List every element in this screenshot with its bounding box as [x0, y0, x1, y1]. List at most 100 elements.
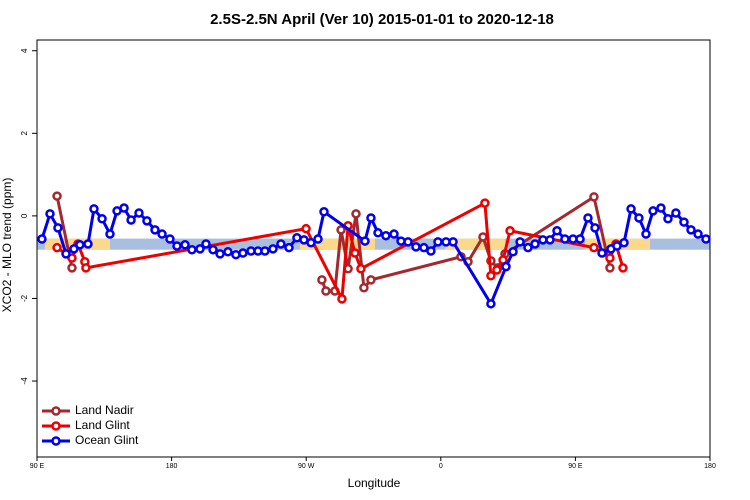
data-point	[61, 249, 71, 259]
x-tick-label: 0	[439, 463, 443, 470]
data-point	[83, 239, 93, 249]
data-point	[560, 234, 570, 244]
data-point	[448, 237, 458, 247]
data-point	[486, 270, 496, 281]
data-point	[195, 244, 205, 254]
data-point	[686, 225, 696, 235]
data-point	[381, 230, 391, 241]
data-point	[52, 191, 62, 201]
data-point	[119, 203, 129, 213]
data-point	[336, 225, 346, 235]
data-point	[75, 240, 85, 250]
data-point	[317, 275, 327, 285]
data-point	[319, 207, 329, 217]
data-point	[306, 237, 316, 248]
data-point	[486, 299, 496, 309]
data-point	[105, 229, 115, 239]
data-point	[67, 263, 77, 273]
x-tick-label: 180	[704, 463, 716, 470]
data-point	[276, 239, 286, 249]
data-point	[508, 247, 518, 257]
y-tick-label: -2	[20, 294, 29, 302]
data-point	[157, 229, 167, 239]
y-tick-label: -4	[20, 377, 29, 385]
legend-label: Land Nadir	[75, 403, 134, 417]
data-point	[150, 225, 160, 235]
data-point	[679, 217, 689, 227]
data-point	[215, 249, 225, 259]
data-point	[671, 208, 681, 218]
x-tick-label: 90 E	[568, 463, 583, 470]
data-point	[590, 223, 600, 233]
data-point	[589, 192, 599, 202]
data-point	[172, 241, 182, 251]
data-point	[701, 234, 711, 244]
data-point	[201, 239, 211, 249]
chart-title: 2.5S-2.5N April (Ver 10) 2015-01-01 to 2…	[210, 11, 554, 28]
data-point	[419, 242, 429, 253]
data-point	[426, 246, 436, 256]
data-point	[589, 242, 599, 253]
data-point	[351, 209, 361, 219]
data-point	[366, 213, 376, 223]
data-point	[223, 247, 233, 257]
data-point	[359, 282, 369, 293]
data-point	[53, 223, 63, 233]
data-point	[626, 204, 636, 214]
legend-label: Ocean Glint	[75, 433, 139, 447]
data-point	[360, 236, 370, 246]
legend-marker	[51, 436, 61, 446]
legend-marker	[51, 406, 61, 416]
y-tick-label: 4	[20, 48, 29, 53]
data-point	[260, 246, 270, 256]
data-point	[321, 286, 331, 296]
data-point	[301, 223, 311, 234]
data-point	[505, 225, 515, 236]
data-point	[545, 235, 555, 245]
data-point	[45, 209, 55, 219]
x-tick-label: 180	[166, 463, 178, 470]
data-point	[187, 244, 197, 255]
data-point	[69, 244, 79, 254]
data-point	[411, 242, 421, 252]
data-point	[389, 229, 399, 239]
legend-marker	[51, 421, 61, 431]
data-point	[663, 214, 673, 224]
data-point	[126, 215, 136, 225]
data-point	[634, 213, 644, 223]
data-point	[605, 263, 615, 273]
data-point	[350, 248, 360, 258]
data-point	[656, 203, 666, 213]
plot-frame	[36, 39, 711, 458]
data-point	[530, 239, 540, 249]
data-point	[89, 204, 99, 214]
data-point	[238, 248, 248, 258]
data-point	[142, 216, 152, 226]
y-axis-label: XCO2 - MLO trend (ppm)	[0, 178, 14, 313]
data-point	[81, 263, 91, 273]
x-axis-label: Longitude	[348, 476, 401, 490]
data-point	[523, 242, 533, 253]
data-point	[641, 229, 651, 239]
data-point	[552, 225, 562, 236]
data-point	[313, 234, 323, 244]
data-point	[597, 248, 607, 258]
data-point	[208, 244, 218, 255]
band	[299, 238, 375, 250]
data-point	[693, 229, 703, 239]
data-point	[337, 294, 347, 304]
data-point	[134, 208, 144, 218]
data-point	[356, 263, 366, 274]
data-point	[37, 234, 47, 244]
data-point	[97, 214, 107, 224]
data-point	[52, 242, 62, 253]
data-point	[492, 265, 502, 275]
data-point	[373, 228, 383, 238]
data-point	[648, 206, 658, 216]
data-point	[480, 198, 490, 208]
x-tick-label: 90 W	[298, 463, 315, 470]
data-point	[67, 253, 77, 263]
band	[444, 238, 505, 250]
